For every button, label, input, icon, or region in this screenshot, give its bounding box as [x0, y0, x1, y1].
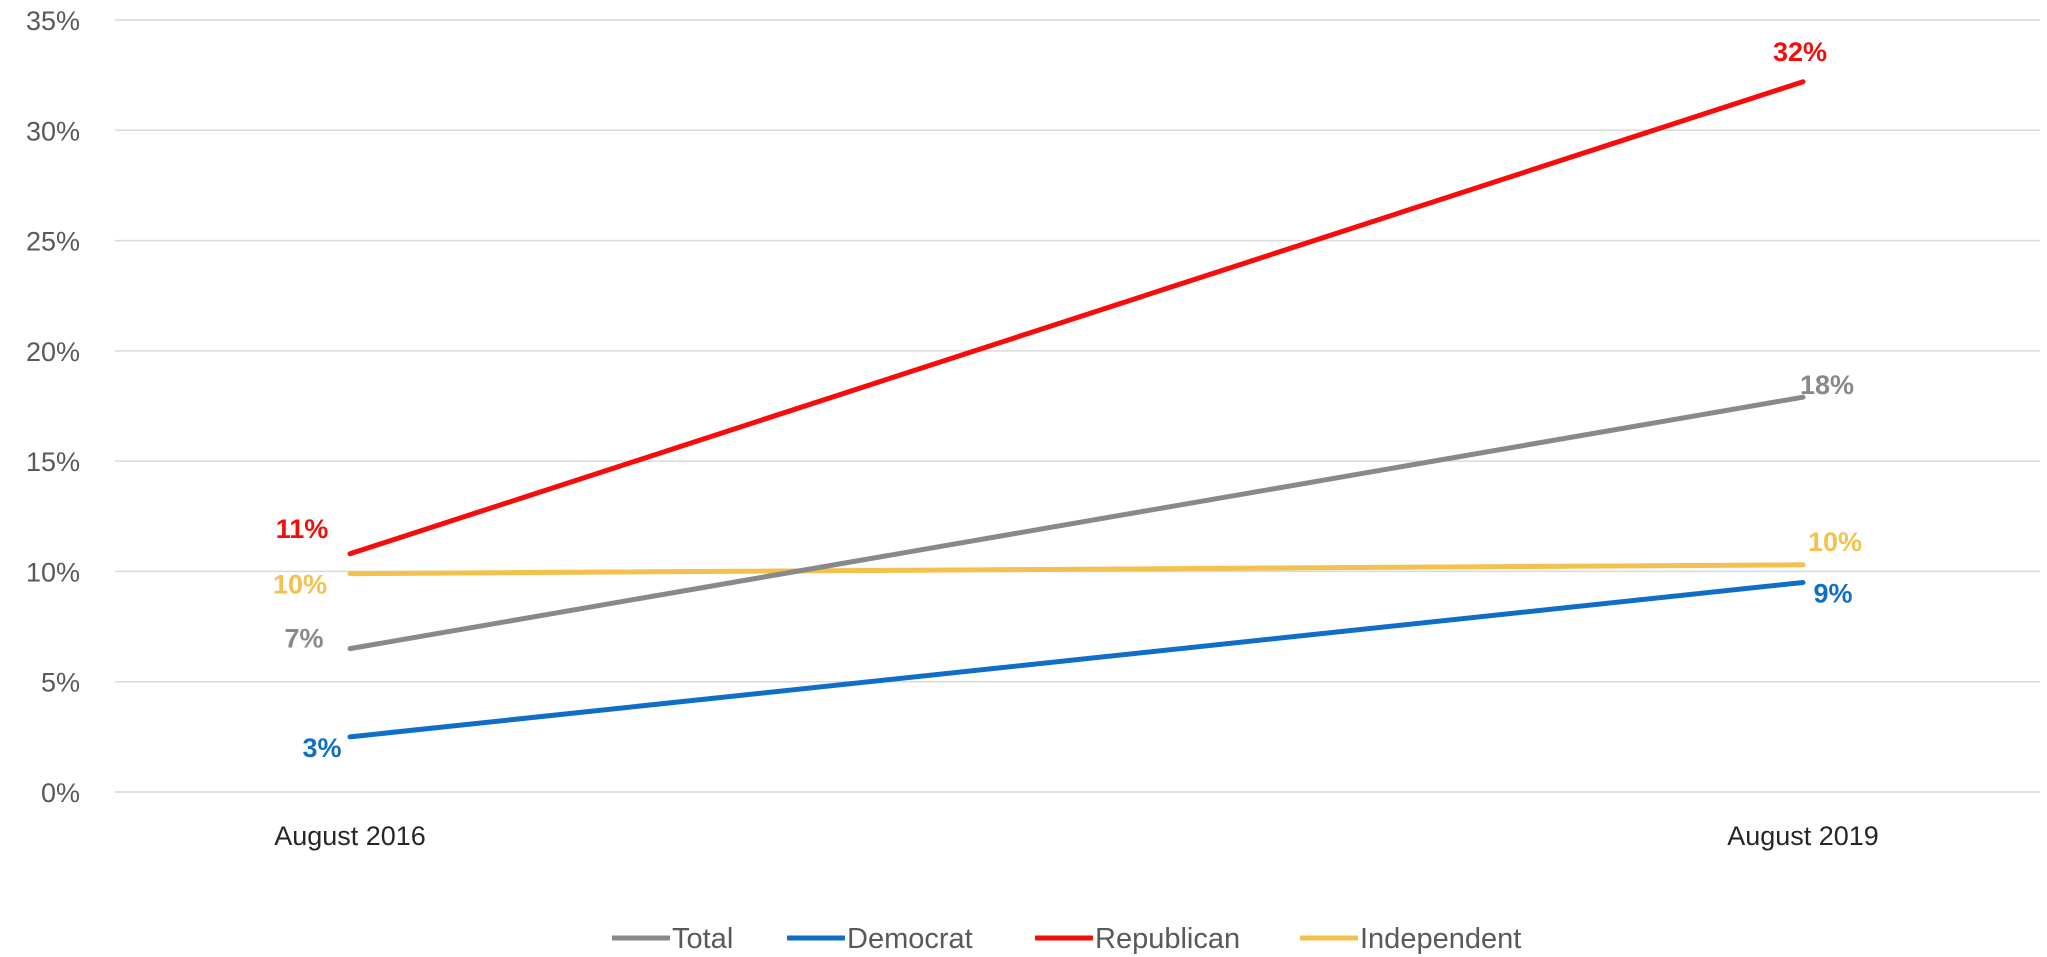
y-tick-label: 20% — [26, 337, 80, 367]
data-label-republican: 32% — [1773, 37, 1827, 67]
data-label-democrat: 3% — [302, 733, 341, 763]
x-axis-category-labels: August 2016 August 2019 — [274, 821, 1879, 851]
y-tick-label: 10% — [26, 557, 80, 587]
series-line-total — [347, 394, 1806, 652]
legend-label-democrat: Democrat — [847, 923, 973, 955]
data-label-independent: 10% — [1808, 527, 1862, 557]
y-tick-label: 0% — [41, 778, 80, 808]
data-label-republican: 11% — [276, 514, 329, 544]
y-tick-label: 25% — [26, 227, 80, 257]
data-label-total: 18% — [1800, 370, 1854, 400]
series-line-independent — [347, 562, 1806, 577]
series-lines — [347, 79, 1806, 740]
y-tick-label: 30% — [26, 116, 80, 146]
x-category-label: August 2016 — [274, 821, 426, 851]
data-label-democrat: 9% — [1813, 578, 1852, 608]
data-label-independent: 10% — [273, 570, 327, 600]
data-labels: 7% 18% 3% 9% 11% 32% 10% 10% — [273, 37, 1862, 763]
legend-label-total: Total — [672, 923, 733, 955]
series-line-democrat — [347, 579, 1806, 740]
data-label-total: 7% — [284, 624, 323, 654]
y-tick-label: 15% — [26, 447, 80, 477]
x-category-label: August 2019 — [1727, 821, 1879, 851]
y-axis-tick-labels: 0% 5% 10% 15% 20% 25% 30% 35% — [26, 6, 80, 808]
series-line-republican — [347, 79, 1806, 557]
legend: Total Democrat Republican Independent — [612, 923, 1521, 955]
legend-label-republican: Republican — [1095, 923, 1240, 955]
legend-label-independent: Independent — [1360, 923, 1521, 955]
y-tick-label: 5% — [41, 668, 80, 698]
y-tick-label: 35% — [26, 6, 80, 36]
